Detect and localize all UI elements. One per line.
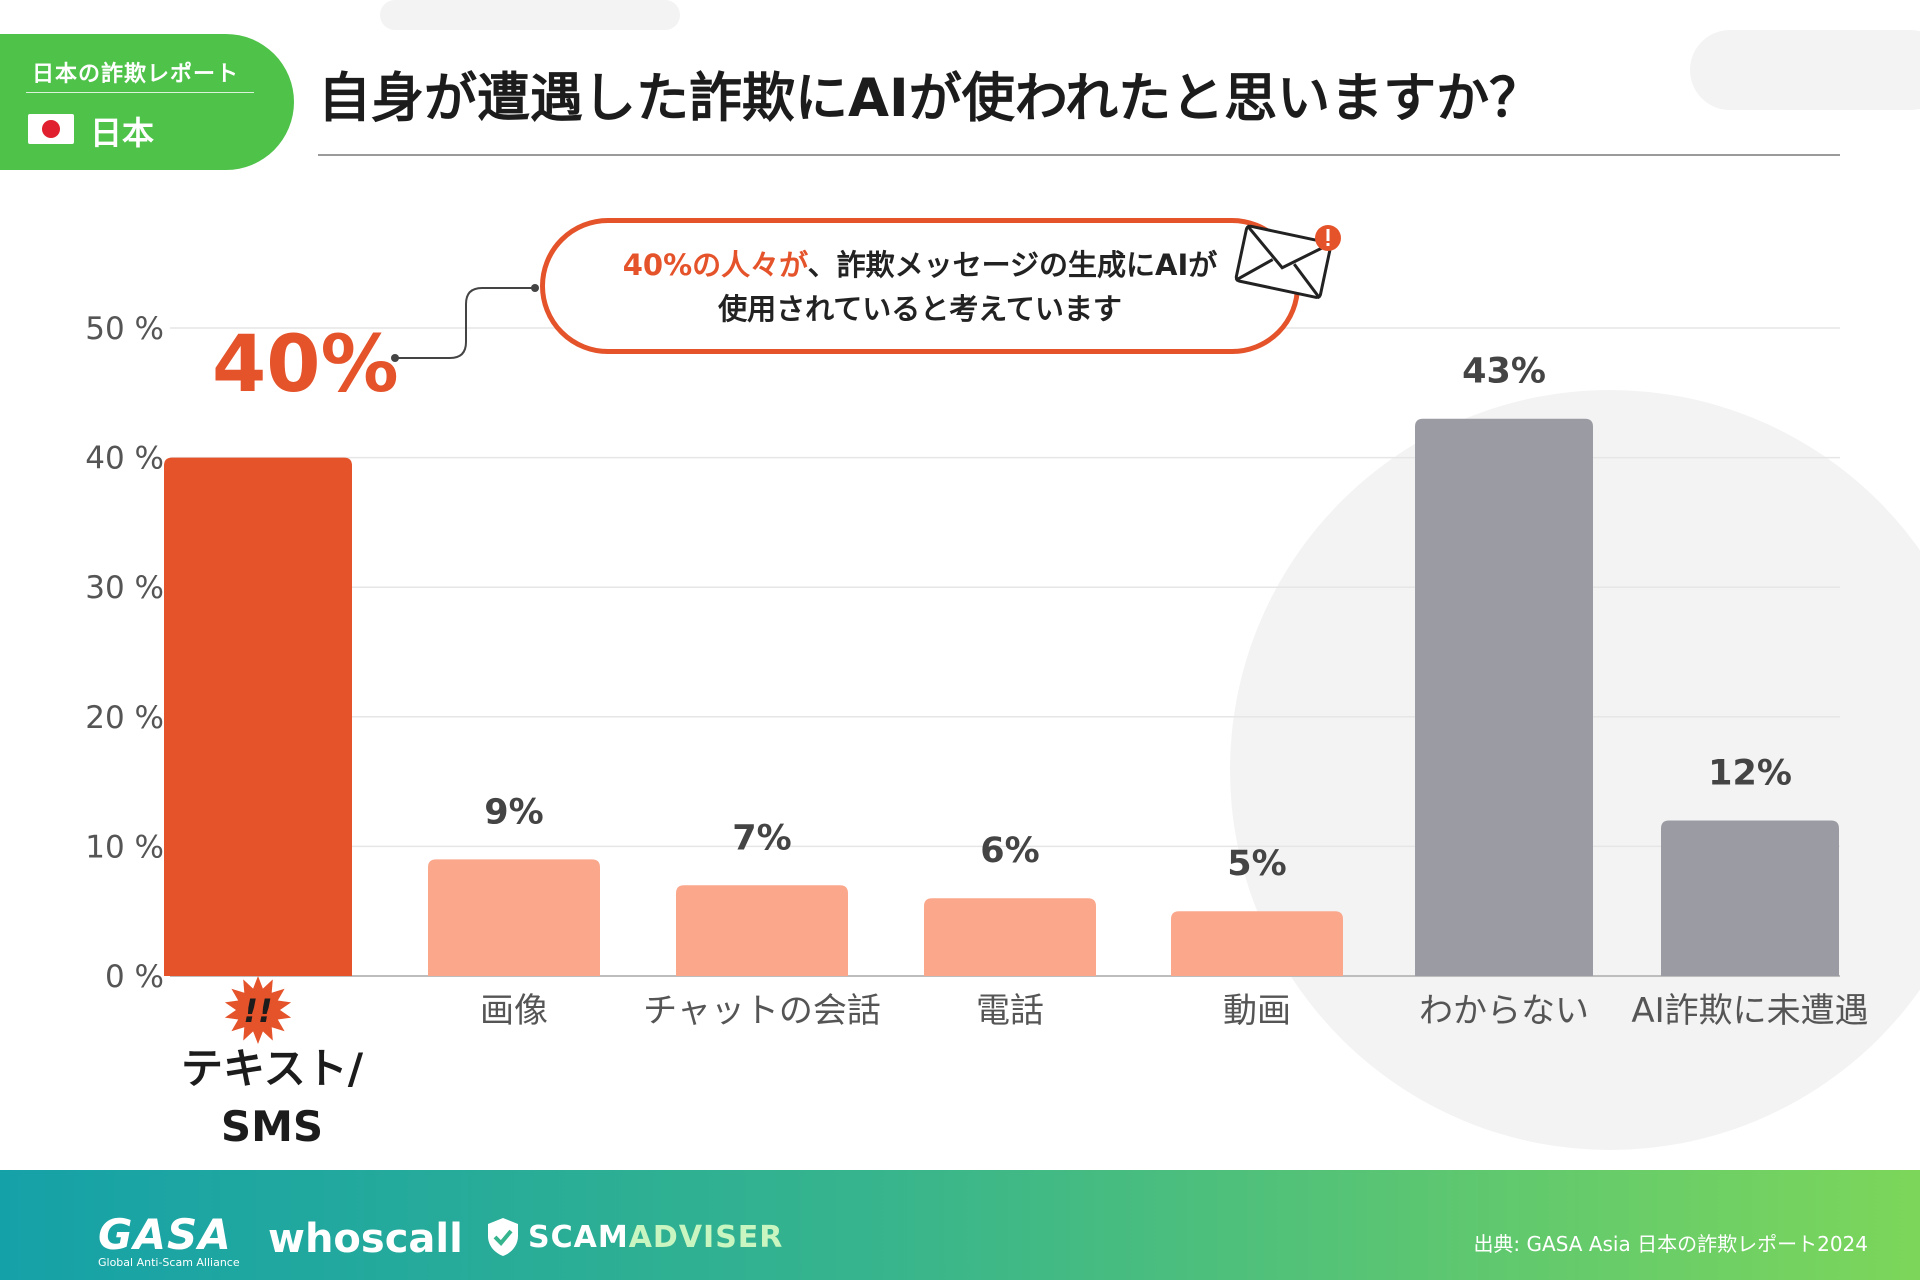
- bar: [1661, 820, 1839, 976]
- y-tick-label: 10 %: [85, 829, 164, 865]
- x-tick-label: AI詐欺に未遭遇: [1631, 991, 1868, 1031]
- data-label: 43%: [1462, 352, 1546, 392]
- scamadviser-logo: SCAM ADVISER: [486, 1216, 783, 1258]
- y-tick-label: 50 %: [85, 311, 164, 347]
- scamadviser-logo-scam: SCAM: [528, 1219, 629, 1255]
- data-label: 9%: [484, 792, 543, 832]
- connector-dot: [391, 354, 399, 362]
- source-citation: 出典: GASA Asia 日本の詐欺レポート2024: [1473, 1232, 1868, 1256]
- data-label: 5%: [1227, 844, 1286, 884]
- title-divider: [318, 154, 1840, 156]
- background-bubble: [380, 0, 680, 30]
- y-tick-label: 20 %: [85, 700, 164, 736]
- page-title: 自身が遭遇した詐欺にAIが使われたと思いますか？: [318, 68, 1543, 129]
- highlight-percentage: 40%: [212, 320, 399, 410]
- bar: [924, 898, 1096, 976]
- y-tick-label: 0 %: [105, 959, 164, 995]
- gasa-logo: GASA: [98, 1210, 232, 1259]
- gasa-logo-subtitle: Global Anti-Scam Alliance: [98, 1256, 240, 1269]
- shield-check-icon: [488, 1218, 518, 1256]
- alert-burst-text: !!: [243, 992, 272, 1030]
- x-tick-label: テキスト/: [181, 1044, 364, 1093]
- badge-report-label: 日本の詐欺レポート: [32, 62, 240, 87]
- japan-flag-icon: [28, 114, 74, 144]
- bar-chart: 0 % 10 % 20 % 30 % 40 % 50 % テキスト/SMS 9% 画像 7% チャッ…: [85, 284, 1869, 1151]
- data-label: 6%: [980, 831, 1039, 871]
- data-label: 12%: [1708, 753, 1792, 793]
- scamadviser-logo-adviser: ADVISER: [628, 1219, 784, 1255]
- callout-box: 40%の人々が、詐欺メッセージの生成にAIが 使用されていると考えています: [540, 218, 1300, 354]
- x-tick-label: 動画: [1223, 991, 1291, 1031]
- callout-connector: [395, 287, 535, 359]
- bar: [676, 885, 848, 976]
- callout-line-2: 使用されていると考えています: [718, 292, 1122, 326]
- footer-bar: GASA Global Anti-Scam Alliance whoscall …: [0, 1170, 1920, 1280]
- callout-line-1-rest: 、詐欺メッセージの生成にAIが: [807, 248, 1218, 282]
- x-tick-label: 画像: [480, 991, 548, 1031]
- bar: [164, 457, 352, 977]
- data-label: 7%: [732, 818, 791, 858]
- x-tick-label: チャットの会話: [643, 991, 881, 1031]
- bar: [428, 859, 600, 976]
- connector-dot: [531, 284, 539, 292]
- report-badge: 日本の詐欺レポート 日本: [0, 34, 294, 170]
- x-tick-label: SMS: [221, 1102, 323, 1151]
- background-bubble: [1690, 30, 1920, 110]
- callout-highlight: 40%の人々が: [622, 248, 808, 282]
- bar: [1171, 911, 1343, 976]
- alert-burst-icon: [224, 976, 292, 1044]
- y-tick-label: 30 %: [85, 570, 164, 606]
- envelope-alert-icon: [1234, 224, 1341, 300]
- bar: [1415, 418, 1593, 977]
- y-tick-label: 40 %: [85, 441, 164, 477]
- x-tick-label: 電話: [976, 991, 1044, 1031]
- x-tick-label: わからない: [1419, 991, 1589, 1031]
- callout-line-1: 40%の人々が、詐欺メッセージの生成にAIが: [545, 243, 1295, 287]
- whoscall-logo: whoscall: [268, 1216, 463, 1262]
- badge-country-label: 日本: [90, 114, 155, 152]
- badge-divider: [26, 92, 254, 93]
